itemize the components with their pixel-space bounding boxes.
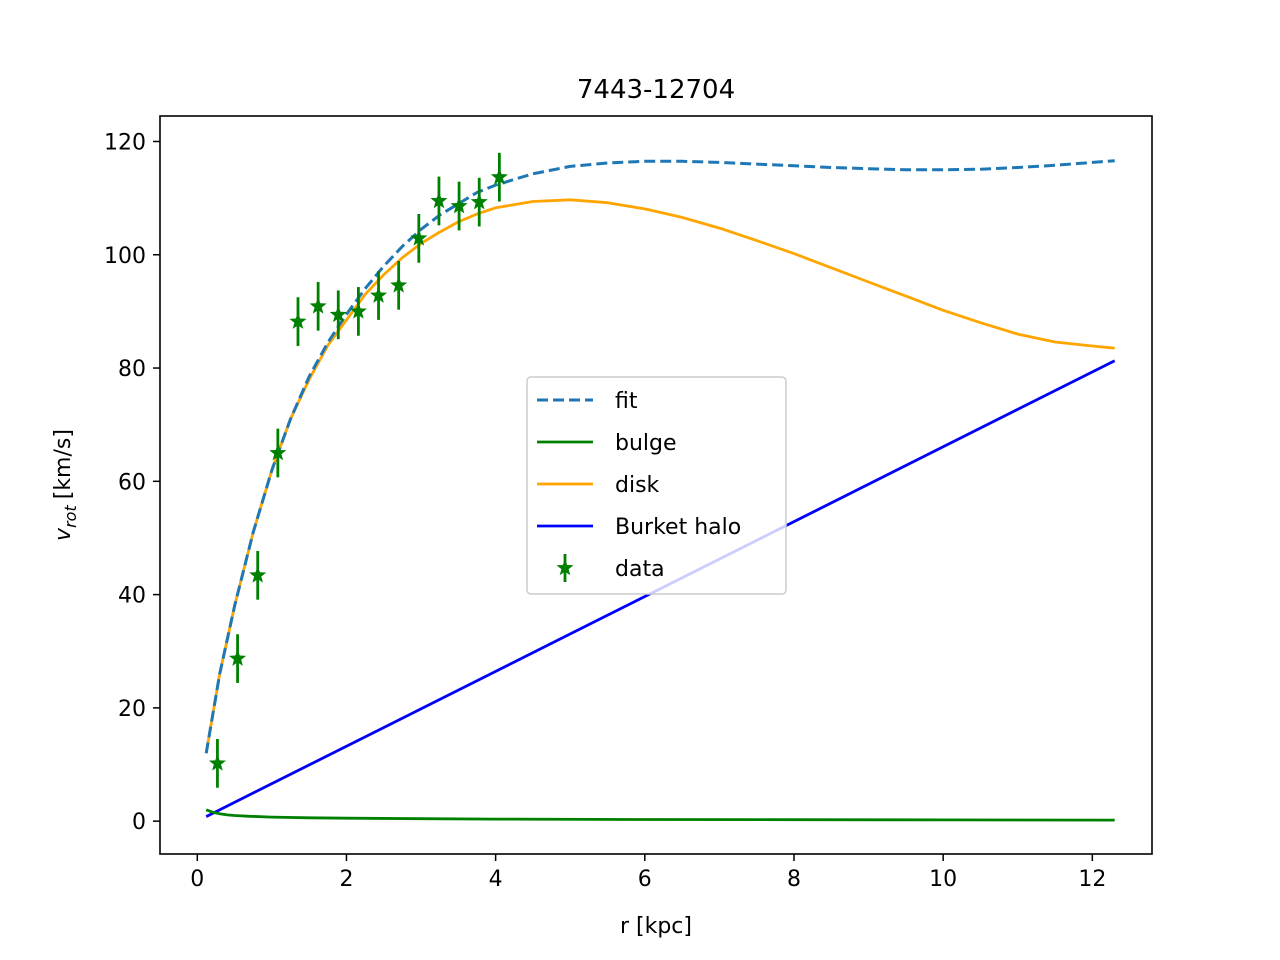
data-point (208, 754, 226, 771)
x-tick-label: 2 (339, 867, 353, 892)
y-tick-label: 100 (104, 244, 146, 269)
y-axis-label-sub: rot (61, 505, 80, 528)
x-tick-label: 4 (489, 867, 503, 892)
series-line-disk (204, 198, 1115, 754)
data-point (329, 305, 347, 323)
data-point (349, 302, 367, 319)
y-tick-label: 0 (132, 810, 146, 835)
x-tick-label: 8 (787, 867, 801, 892)
legend-swatch-data (556, 559, 574, 576)
y-tick-label: 40 (118, 584, 146, 609)
y-tick-label: 60 (118, 470, 146, 495)
legend: fit bulge disk Burket halo data (526, 376, 787, 595)
data-point (309, 297, 327, 314)
y-tick-label: 20 (118, 697, 146, 722)
legend-label-bulge: bulge (615, 431, 677, 456)
axes-frame (159, 115, 1153, 855)
chart-title: 7443-12704 (577, 75, 735, 105)
data-point (269, 444, 287, 461)
series-line-bulge (205, 808, 1115, 822)
data-point (229, 649, 247, 666)
x-axis-label: r [kpc] (620, 914, 692, 939)
legend-label-data: data (615, 557, 665, 582)
x-tick-label: 0 (190, 867, 204, 892)
data-point (390, 276, 408, 293)
x-tick-label: 12 (1078, 867, 1106, 892)
data-point (369, 286, 388, 303)
y-axis-label-unit: [km/s] (51, 429, 76, 499)
legend-label-fit: fit (615, 389, 638, 414)
series-line-fit (204, 159, 1115, 754)
data-point (470, 193, 488, 210)
data-point (410, 229, 428, 246)
data-point (450, 197, 468, 214)
data-point (289, 312, 307, 329)
y-tick-label: 80 (118, 357, 146, 382)
y-axis-label: vrot [km/s] (51, 429, 80, 541)
data-point (430, 191, 448, 209)
legend-frame (526, 376, 787, 595)
x-tick-label: 6 (638, 867, 652, 892)
y-axis-label-main: v (51, 527, 76, 541)
data-point (249, 566, 267, 583)
data-point (490, 168, 508, 185)
legend-label-disk: disk (615, 473, 660, 498)
y-tick-label: 120 (104, 130, 146, 155)
legend-label-burket-halo: Burket halo (615, 515, 741, 540)
x-tick-label: 10 (929, 867, 957, 892)
